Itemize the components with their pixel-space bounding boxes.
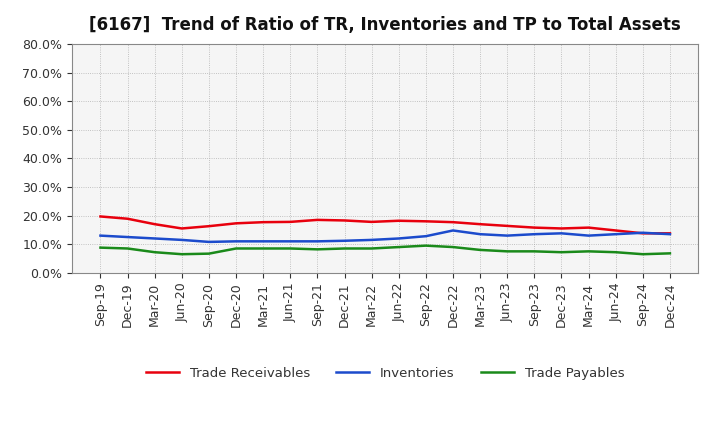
Inventories: [421, 234, 430, 239]
Trade Payables: [204, 251, 213, 256]
Trade Receivables: [96, 214, 105, 219]
Trade Payables: [421, 243, 430, 248]
Inventories: [584, 233, 593, 238]
Inventories: [204, 239, 213, 245]
Inventories: [503, 233, 511, 238]
Trade Payables: [341, 246, 349, 251]
Trade Receivables: [611, 228, 620, 233]
Trade Receivables: [530, 225, 539, 230]
Trade Receivables: [150, 221, 159, 227]
Line: Trade Receivables: Trade Receivables: [101, 216, 670, 233]
Trade Payables: [639, 252, 647, 257]
Inventories: [178, 237, 186, 242]
Inventories: [313, 238, 322, 244]
Inventories: [96, 233, 105, 238]
Line: Trade Payables: Trade Payables: [101, 246, 670, 254]
Trade Payables: [367, 246, 376, 251]
Trade Payables: [530, 249, 539, 254]
Trade Payables: [313, 247, 322, 252]
Trade Receivables: [259, 220, 268, 225]
Inventories: [232, 238, 240, 244]
Trade Payables: [611, 249, 620, 255]
Trade Receivables: [476, 221, 485, 227]
Inventories: [367, 237, 376, 242]
Inventories: [395, 236, 403, 241]
Trade Receivables: [123, 216, 132, 221]
Trade Payables: [557, 249, 566, 255]
Inventories: [639, 230, 647, 235]
Trade Receivables: [449, 220, 457, 225]
Inventories: [449, 228, 457, 233]
Trade Payables: [476, 247, 485, 253]
Inventories: [530, 231, 539, 237]
Trade Payables: [123, 246, 132, 251]
Inventories: [150, 236, 159, 241]
Trade Receivables: [341, 218, 349, 223]
Trade Payables: [584, 249, 593, 254]
Trade Receivables: [204, 224, 213, 229]
Trade Receivables: [286, 219, 294, 224]
Trade Receivables: [557, 226, 566, 231]
Trade Receivables: [178, 226, 186, 231]
Inventories: [259, 238, 268, 244]
Line: Inventories: Inventories: [101, 231, 670, 242]
Trade Payables: [286, 246, 294, 251]
Trade Receivables: [421, 219, 430, 224]
Inventories: [286, 238, 294, 244]
Trade Receivables: [503, 223, 511, 228]
Trade Payables: [232, 246, 240, 251]
Inventories: [476, 231, 485, 237]
Inventories: [557, 231, 566, 236]
Inventories: [665, 231, 674, 237]
Trade Receivables: [639, 231, 647, 236]
Inventories: [341, 238, 349, 243]
Trade Payables: [665, 251, 674, 256]
Legend: Trade Receivables, Inventories, Trade Payables: Trade Receivables, Inventories, Trade Pa…: [141, 362, 629, 385]
Trade Payables: [395, 244, 403, 249]
Inventories: [611, 231, 620, 237]
Trade Receivables: [665, 231, 674, 236]
Trade Receivables: [232, 221, 240, 226]
Trade Payables: [259, 246, 268, 251]
Trade Payables: [178, 252, 186, 257]
Trade Receivables: [584, 225, 593, 230]
Trade Payables: [449, 244, 457, 249]
Trade Payables: [150, 249, 159, 255]
Trade Receivables: [367, 219, 376, 224]
Trade Receivables: [395, 218, 403, 224]
Trade Payables: [96, 245, 105, 250]
Title: [6167]  Trend of Ratio of TR, Inventories and TP to Total Assets: [6167] Trend of Ratio of TR, Inventories…: [89, 16, 681, 34]
Inventories: [123, 235, 132, 240]
Trade Receivables: [313, 217, 322, 223]
Trade Payables: [503, 249, 511, 254]
